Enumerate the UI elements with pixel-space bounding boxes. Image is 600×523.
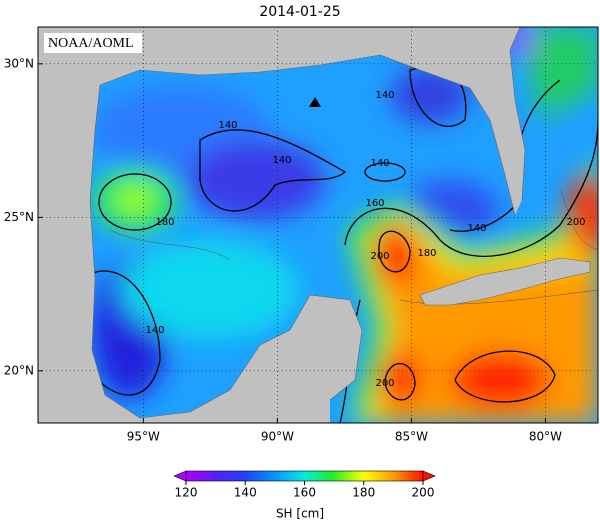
x-tick-label: 95°W <box>127 430 160 444</box>
colorbar-extend-high <box>422 470 436 482</box>
contour-label: 180 <box>417 248 436 259</box>
map-area <box>38 27 598 423</box>
colorbar-tick-label: 180 <box>352 486 375 500</box>
y-tick-label: 30°N <box>4 56 34 70</box>
source-label: NOAA/AOML <box>48 36 134 51</box>
contour-label: 200 <box>566 217 585 228</box>
colorbar-tick-label: 160 <box>293 486 316 500</box>
contour-label: 140 <box>375 90 394 101</box>
contour-label: 140 <box>218 120 237 131</box>
colorbar-tick-label: 140 <box>234 486 257 500</box>
y-tick-label: 25°N <box>4 210 34 224</box>
contour-label: 200 <box>375 378 394 389</box>
y-tick-label: 20°N <box>4 363 34 377</box>
contour-label: 140 <box>145 325 164 336</box>
coastline <box>89 27 526 419</box>
contour-label: 200 <box>370 251 389 262</box>
colorbar-label: SH [cm] <box>276 507 324 521</box>
colorbar-extend-low <box>173 470 187 482</box>
contour-label: 160 <box>365 198 384 209</box>
contour-label: 140 <box>272 155 291 166</box>
cuba <box>419 257 591 306</box>
contour-label: 140 <box>370 158 389 169</box>
colorbar-tick-label: 120 <box>175 486 198 500</box>
frame <box>37 26 599 424</box>
contour-label: 180 <box>155 217 174 228</box>
x-tick-label: 85°W <box>395 430 428 444</box>
colorbar-tick-label: 200 <box>412 486 435 500</box>
x-tick-label: 90°W <box>261 430 294 444</box>
colorbar <box>185 470 424 482</box>
contour-label: 140 <box>467 223 486 234</box>
x-tick-label: 80°W <box>529 430 562 444</box>
station-marker <box>309 97 321 107</box>
source-box <box>44 33 142 53</box>
title: 2014-01-25 <box>259 4 340 20</box>
